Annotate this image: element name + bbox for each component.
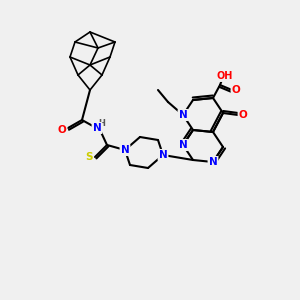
Text: S: S [85,152,93,162]
Text: N: N [178,140,188,150]
Text: N: N [93,123,101,133]
Text: OH: OH [217,71,233,81]
Text: N: N [178,110,188,120]
Text: O: O [58,125,66,135]
Text: O: O [238,110,247,120]
Text: N: N [208,157,217,167]
Text: O: O [232,85,240,95]
Text: N: N [159,150,167,160]
Text: N: N [121,145,129,155]
Text: H: H [99,119,105,128]
